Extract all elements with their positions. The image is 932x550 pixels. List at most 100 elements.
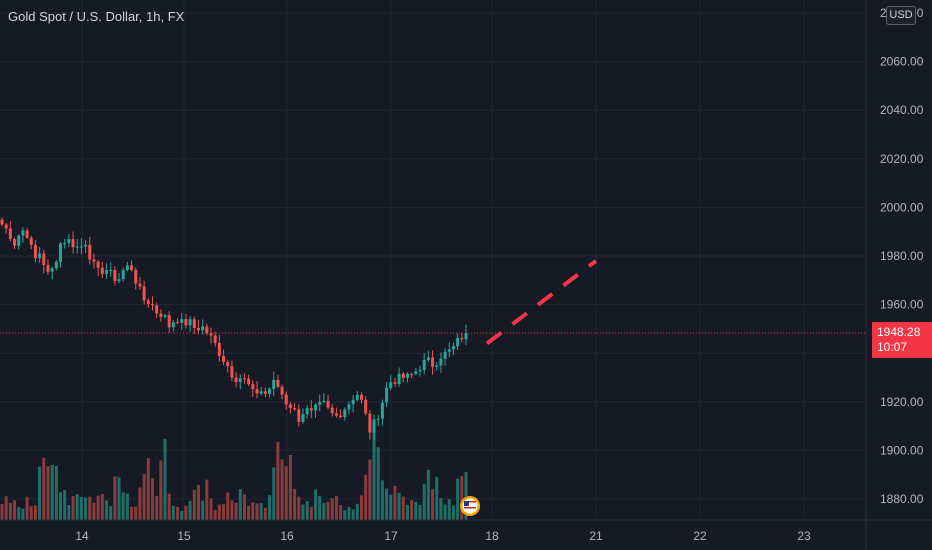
volume-bar (100, 493, 104, 520)
volume-bar (130, 506, 134, 520)
volume-bar (238, 489, 242, 520)
volume-bar (75, 494, 79, 520)
volume-bar (217, 504, 221, 520)
volume-bar (121, 492, 125, 520)
volume-bar (443, 504, 447, 520)
flag-stripe (464, 504, 476, 506)
flag-canton (464, 501, 469, 506)
candle-body (238, 378, 242, 382)
volume-bar (334, 495, 338, 520)
volume-bar (451, 505, 455, 520)
volume-bar (410, 500, 414, 520)
candle-body (330, 407, 334, 414)
volume-bar (439, 498, 443, 520)
volume-bar (54, 465, 58, 520)
volume-bar (268, 495, 272, 520)
volume-bar (247, 505, 251, 520)
volume-bar (464, 472, 468, 520)
candle-body (226, 361, 230, 367)
candle-body (155, 305, 159, 314)
volume-bar (105, 500, 109, 520)
x-tick-label: 18 (485, 529, 499, 543)
volume-bar (401, 496, 405, 520)
candle-body (142, 286, 146, 301)
volume-bar (330, 498, 334, 520)
volume-bar (167, 493, 171, 520)
candle-body (431, 357, 435, 367)
flag-stripe (464, 501, 476, 503)
volume-bar (33, 505, 37, 520)
candle-body (359, 394, 363, 400)
candle-body (414, 371, 418, 374)
events (460, 496, 480, 516)
volume-bar (59, 492, 63, 520)
volume-bar (272, 467, 276, 520)
volume-bar (259, 503, 263, 520)
candle-body (59, 243, 63, 262)
volume-bar (134, 506, 138, 520)
candle-body (309, 408, 313, 411)
candle-body (125, 265, 129, 270)
candle-body (410, 373, 414, 375)
y-tick-label: 2000.00 (880, 200, 924, 214)
candle-body (385, 387, 389, 403)
candle-body (84, 244, 88, 247)
volume-bar (414, 501, 418, 520)
volume-bar (368, 459, 372, 520)
volume-bar (293, 488, 297, 520)
x-tick-label: 14 (75, 529, 89, 543)
volume-bar (242, 494, 246, 520)
candle-body (92, 259, 96, 262)
candle-body (29, 237, 33, 245)
last-price-value: 1948.28 (877, 325, 921, 339)
candle-body (71, 239, 75, 248)
candle-body (201, 326, 205, 331)
projection-dashed-line[interactable] (485, 259, 598, 346)
candle-body (301, 414, 305, 422)
candle-body (192, 319, 196, 329)
grid (0, 0, 866, 520)
volume-bar (38, 466, 42, 520)
candle-body (159, 313, 163, 317)
currency-button[interactable]: USD (886, 6, 916, 25)
candlesticks (0, 217, 468, 441)
volume-bar (397, 492, 401, 520)
volume-bar (209, 498, 213, 520)
volume-bar (339, 505, 343, 520)
volume-bar (146, 458, 150, 520)
projection-line[interactable] (485, 259, 598, 346)
candle-body (339, 415, 343, 418)
volume-bar (326, 501, 330, 520)
y-tick-label: 1980.00 (880, 249, 924, 263)
volume-bar (88, 496, 92, 520)
candle-body (50, 268, 54, 272)
volume-bar (226, 492, 230, 520)
volume-bar (380, 480, 384, 520)
volume-bar (138, 487, 142, 520)
volume-bar (234, 502, 238, 520)
candle-body (8, 228, 12, 240)
candle-body (134, 269, 138, 284)
volume-bar (284, 466, 288, 520)
candle-body (100, 267, 104, 274)
volume-bar (385, 488, 389, 520)
candle-body (205, 326, 209, 334)
candle-body (38, 253, 42, 259)
volume-bar (405, 504, 409, 520)
volume-bar (96, 495, 100, 520)
candle-body (422, 360, 426, 370)
candle-body (314, 404, 318, 411)
candle-body (334, 413, 338, 416)
volume-bar (230, 500, 234, 520)
volume-bar (251, 502, 255, 520)
volume-bar (21, 508, 25, 520)
y-tick-label: 1960.00 (880, 298, 924, 312)
candle-body (63, 242, 67, 244)
volume-bar (125, 493, 129, 520)
candle-body (171, 322, 175, 328)
volume-bar (309, 506, 313, 520)
candle-body (343, 409, 347, 418)
candle-body (418, 369, 422, 372)
